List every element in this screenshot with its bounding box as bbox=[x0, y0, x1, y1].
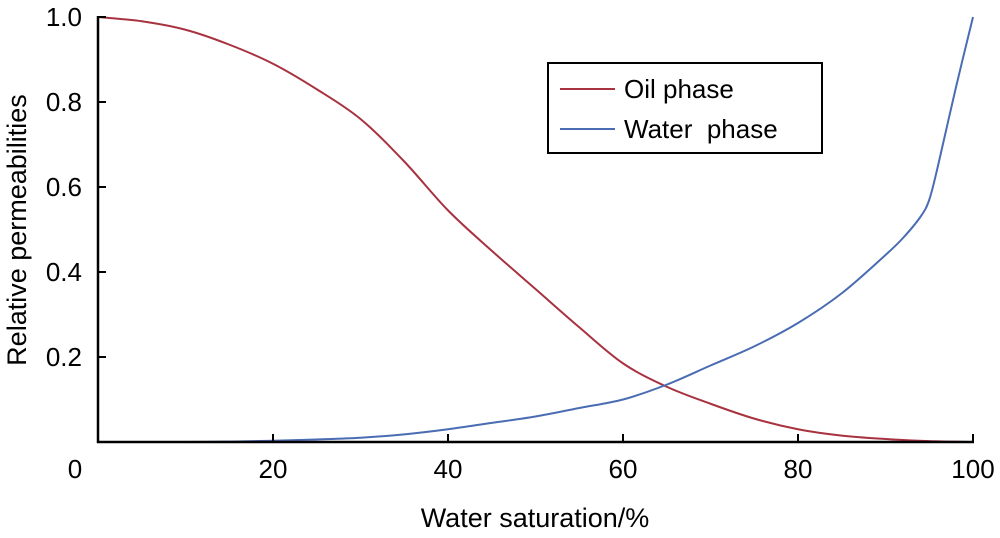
axes bbox=[96, 16, 974, 444]
plot-area bbox=[97, 16, 974, 444]
ticks: 0 20 40 60 80 100 0.2 0.4 0.6 0.8 1.0 bbox=[46, 2, 995, 484]
x-tick-label: 0 bbox=[68, 454, 82, 484]
series-line-water bbox=[97, 16, 974, 444]
legend-label-oil: Oil phase bbox=[624, 74, 734, 104]
y-tick-label: 0.8 bbox=[46, 87, 82, 117]
x-tick-label: 100 bbox=[951, 454, 994, 484]
y-tick-label: 0.4 bbox=[46, 257, 82, 287]
y-tick-label: 0.2 bbox=[46, 342, 82, 372]
x-tick-label: 60 bbox=[609, 454, 638, 484]
legend-box bbox=[547, 62, 823, 154]
legend: Oil phase Water phase bbox=[547, 62, 823, 154]
x-axis-title: Water saturation/% bbox=[421, 503, 650, 533]
x-tick-label: 20 bbox=[259, 454, 288, 484]
y-tick-label: 0.6 bbox=[46, 172, 82, 202]
legend-label-water: Water phase bbox=[624, 114, 778, 144]
y-axis-title: Relative permeabilities bbox=[2, 94, 32, 366]
y-tick-label: 1.0 bbox=[46, 2, 82, 32]
x-tick-label: 80 bbox=[784, 454, 813, 484]
series-line-oil bbox=[97, 16, 974, 443]
x-tick-label: 40 bbox=[434, 454, 463, 484]
